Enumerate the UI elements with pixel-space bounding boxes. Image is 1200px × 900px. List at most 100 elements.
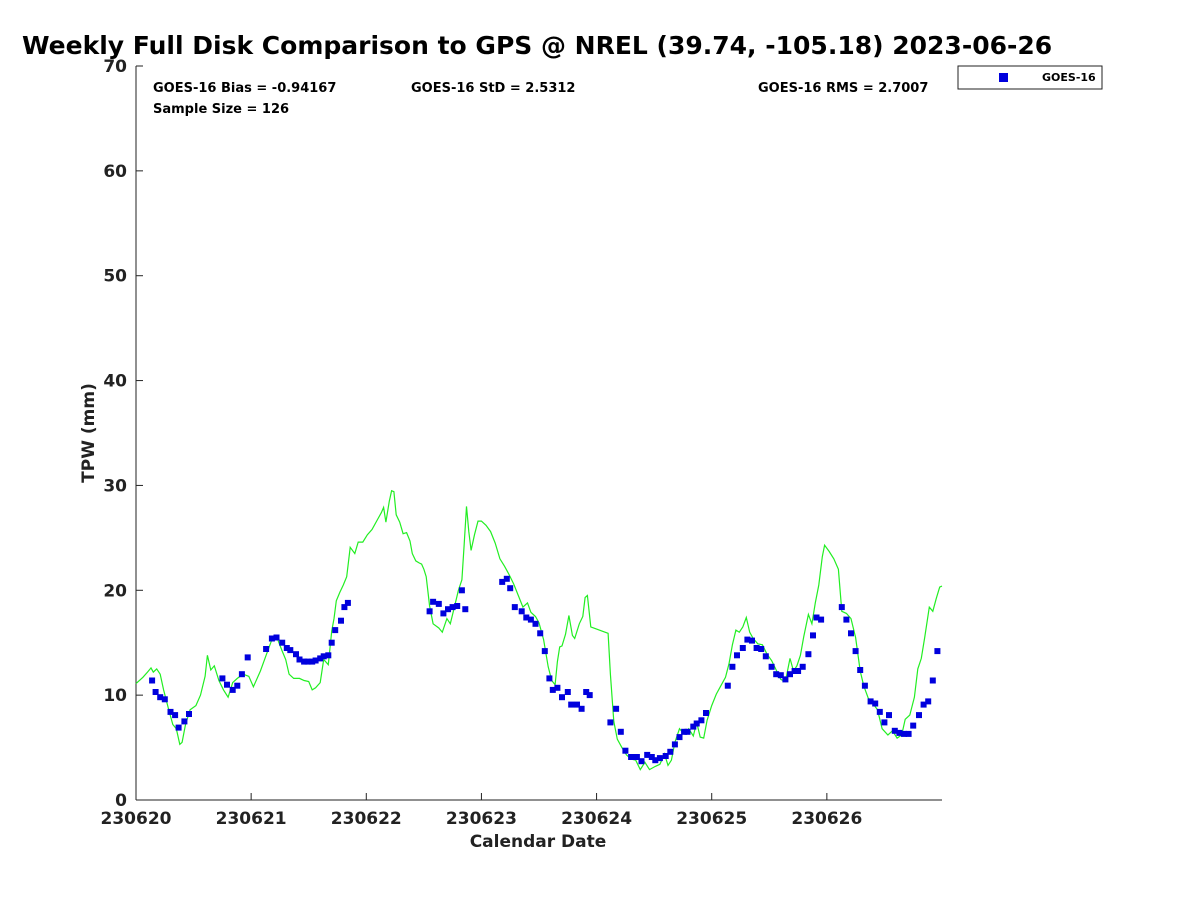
legend-label: GOES-16 (1042, 71, 1096, 84)
goes16-point (454, 603, 461, 609)
goes16-point (338, 617, 344, 624)
stat-sample-size: Sample Size = 126 (153, 102, 289, 117)
goes16-point (546, 675, 553, 682)
y-tick-label: 70 (103, 57, 127, 77)
goes16-point (861, 682, 868, 689)
goes16-point (920, 701, 927, 708)
goes16-point (652, 757, 659, 764)
goes16-point (175, 724, 182, 731)
goes16-point (279, 639, 286, 646)
y-ticks: 0 10 20 30 40 50 60 70 (103, 57, 143, 811)
goes16-point (848, 630, 854, 637)
x-axis-label: Calendar Date (470, 832, 607, 852)
goes16-point (181, 718, 188, 725)
goes16-point (263, 646, 270, 652)
goes16-point (872, 700, 879, 707)
goes16-point (881, 719, 888, 726)
goes16-point (810, 632, 816, 639)
goes16-point (681, 728, 688, 735)
goes16-point (607, 719, 614, 726)
y-tick-label: 50 (103, 267, 127, 287)
goes16-point (301, 658, 308, 665)
goes16-point (753, 645, 760, 651)
goes16-point (644, 751, 651, 758)
goes16-point (325, 652, 332, 659)
goes16-point (896, 729, 903, 736)
goes16-point (799, 663, 806, 670)
goes16-point (273, 634, 280, 641)
goes16-point (172, 712, 179, 719)
goes16-point (901, 730, 907, 737)
goes16-point (734, 652, 740, 659)
goes16-point (511, 604, 518, 611)
goes16-point (739, 645, 746, 651)
goes16-point (628, 754, 635, 760)
x-ticks: 230620 230621 230622 230623 230624 230625 2306… (101, 793, 862, 829)
goes16-point (234, 682, 241, 689)
goes16-point (656, 755, 663, 762)
goes16-point (430, 598, 437, 605)
goes16-point (312, 657, 319, 664)
y-tick-label: 20 (103, 581, 127, 601)
goes16-point (886, 712, 892, 719)
x-tick-label: 230626 (791, 809, 862, 829)
goes16-point (648, 754, 655, 760)
goes16-point (283, 645, 290, 651)
goes16-point (317, 655, 324, 662)
gps-series (135, 489, 943, 771)
goes16-point (161, 696, 168, 703)
goes16-point (791, 668, 798, 674)
x-tick-label: 230624 (561, 809, 632, 829)
goes16-point (891, 727, 898, 734)
goes16-point (304, 658, 311, 665)
goes16-point (328, 639, 335, 646)
goes16-point (773, 671, 780, 678)
goes16-point (341, 604, 348, 611)
goes16-point (499, 578, 506, 585)
goes16-point (224, 681, 230, 688)
goes16-point (574, 701, 580, 708)
goes16-point (638, 758, 645, 765)
goes16-series (149, 575, 941, 765)
goes16-point (795, 668, 802, 674)
goes16-point (867, 698, 874, 705)
goes16-point (690, 723, 697, 730)
chart-title: Weekly Full Disk Comparison to GPS @ NRE… (22, 31, 1052, 60)
goes16-point (559, 694, 565, 701)
stat-std: GOES-16 StD = 2.5312 (411, 81, 575, 96)
goes16-point (564, 689, 571, 695)
goes16-point (787, 671, 793, 678)
goes16-point (244, 654, 251, 661)
y-tick-label: 40 (103, 372, 127, 392)
goes16-point (518, 608, 525, 615)
goes16-point (905, 730, 912, 737)
goes16-point (586, 692, 593, 699)
goes16-point (613, 705, 620, 712)
goes16-point (762, 653, 769, 660)
goes16-point (934, 648, 941, 655)
goes16-point (152, 689, 159, 695)
y-tick-label: 0 (115, 791, 127, 811)
y-tick-label: 60 (103, 162, 127, 182)
goes16-point (309, 658, 316, 665)
goes16-point (293, 651, 299, 658)
y-tick-label: 10 (103, 686, 127, 706)
goes16-point (818, 616, 825, 623)
goes16-point (507, 585, 514, 592)
goes16-point (698, 717, 705, 724)
goes16-point (622, 747, 629, 754)
goes16-point (462, 606, 469, 613)
goes16-point (662, 753, 669, 759)
goes16-point (916, 712, 922, 719)
goes16-point (554, 684, 561, 691)
goes16-point (777, 672, 784, 679)
goes16-point (782, 676, 789, 683)
goes16-point (617, 728, 624, 735)
goes16-point (857, 667, 864, 673)
goes16-point (186, 711, 192, 717)
x-tick-label: 230625 (676, 809, 747, 829)
goes16-point (532, 620, 539, 627)
goes16-point (703, 710, 709, 716)
goes16-point (568, 701, 575, 708)
